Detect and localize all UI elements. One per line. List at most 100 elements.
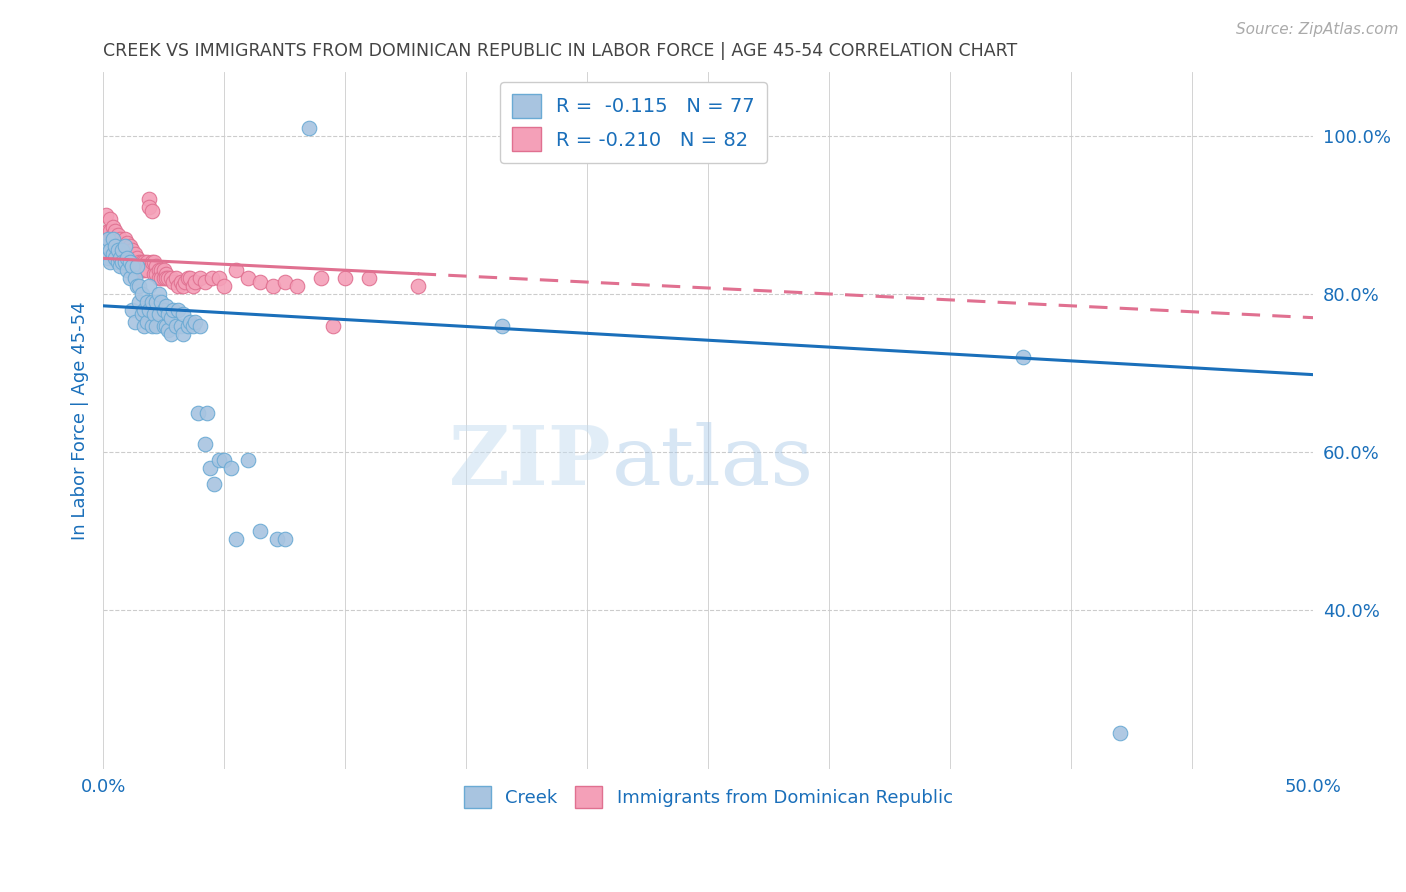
Point [169, 275, 191, 289]
Text: atlas: atlas [612, 422, 814, 502]
Point [179, 315, 201, 329]
Point [104, 224, 127, 238]
Point [135, 255, 157, 269]
Point [124, 255, 146, 269]
Point [117, 244, 139, 258]
Point [167, 302, 190, 317]
Point [491, 318, 513, 333]
Point [108, 231, 131, 245]
Point [249, 275, 271, 289]
Point [145, 259, 167, 273]
Point [131, 287, 153, 301]
Point [221, 461, 243, 475]
Point [124, 315, 146, 329]
Point [114, 255, 136, 269]
Point [107, 227, 129, 242]
Point [131, 255, 153, 269]
Point [150, 263, 173, 277]
Point [104, 252, 127, 266]
Point [152, 271, 174, 285]
Point [157, 307, 180, 321]
Point [125, 259, 148, 273]
Point [141, 203, 163, 218]
Point [114, 239, 136, 253]
Point [111, 244, 134, 258]
Point [121, 244, 143, 258]
Point [273, 532, 295, 546]
Point [155, 271, 177, 285]
Point [138, 279, 160, 293]
Point [111, 244, 134, 258]
Point [145, 318, 167, 333]
Point [212, 453, 235, 467]
Point [194, 275, 217, 289]
Point [101, 247, 124, 261]
Point [148, 271, 170, 285]
Point [107, 244, 129, 258]
Point [141, 255, 163, 269]
Point [152, 318, 174, 333]
Point [121, 259, 143, 273]
Point [194, 437, 217, 451]
Point [208, 271, 231, 285]
Point [162, 302, 184, 317]
Point [208, 453, 231, 467]
Point [97, 231, 120, 245]
Point [134, 318, 156, 333]
Point [165, 318, 187, 333]
Point [111, 255, 134, 269]
Point [121, 302, 143, 317]
Point [157, 271, 180, 285]
Point [285, 279, 308, 293]
Point [273, 275, 295, 289]
Point [108, 239, 131, 253]
Point [118, 271, 141, 285]
Point [108, 252, 131, 266]
Point [97, 224, 120, 238]
Point [181, 279, 204, 293]
Point [148, 287, 170, 301]
Point [262, 279, 284, 293]
Point [117, 235, 139, 250]
Point [160, 271, 183, 285]
Point [118, 255, 141, 269]
Point [94, 239, 117, 253]
Point [135, 294, 157, 309]
Point [138, 200, 160, 214]
Point [177, 318, 200, 333]
Point [174, 275, 197, 289]
Point [309, 271, 332, 285]
Point [145, 294, 167, 309]
Point [134, 255, 156, 269]
Point [359, 271, 381, 285]
Point [162, 275, 184, 289]
Legend: Creek, Immigrants from Dominican Republic: Creek, Immigrants from Dominican Republi… [457, 779, 960, 815]
Point [101, 231, 124, 245]
Point [201, 271, 224, 285]
Point [1011, 350, 1033, 364]
Point [100, 244, 122, 258]
Point [188, 318, 211, 333]
Point [128, 263, 150, 277]
Text: CREEK VS IMMIGRANTS FROM DOMINICAN REPUBLIC IN LABOR FORCE | AGE 45-54 CORRELATI: CREEK VS IMMIGRANTS FROM DOMINICAN REPUB… [103, 42, 1018, 60]
Point [195, 406, 218, 420]
Point [157, 322, 180, 336]
Point [118, 247, 141, 261]
Point [124, 271, 146, 285]
Point [135, 263, 157, 277]
Point [134, 263, 156, 277]
Point [117, 263, 139, 277]
Point [135, 315, 157, 329]
Point [172, 279, 194, 293]
Point [186, 406, 208, 420]
Point [406, 279, 429, 293]
Point [118, 239, 141, 253]
Point [249, 524, 271, 539]
Point [125, 279, 148, 293]
Point [125, 259, 148, 273]
Point [177, 271, 200, 285]
Point [108, 259, 131, 273]
Point [124, 247, 146, 261]
Y-axis label: In Labor Force | Age 45-54: In Labor Force | Age 45-54 [72, 301, 89, 540]
Point [172, 326, 194, 341]
